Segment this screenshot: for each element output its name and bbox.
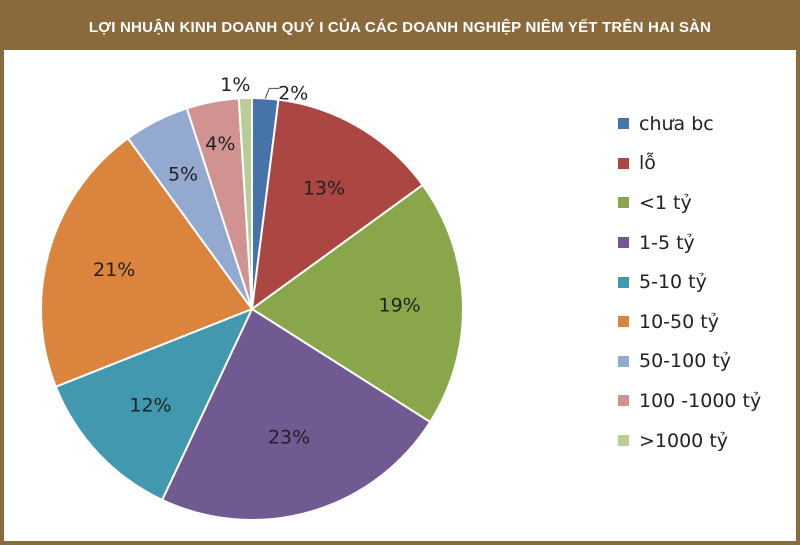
slice-percent-label: 5% (168, 164, 198, 186)
legend-swatch (618, 157, 629, 169)
pie-slice (40, 136, 254, 388)
pie-slice (54, 307, 254, 502)
pie-slice (250, 98, 425, 312)
title-bar: LỢI NHUẬN KINH DOANH QUÝ I CỦA CÁC DOANH… (4, 4, 796, 50)
legend-item: 10-50 tỷ (618, 302, 788, 342)
legend-swatch (618, 395, 629, 407)
legend-label: >1000 tỷ (639, 429, 729, 452)
legend-label: 100 -1000 tỷ (639, 389, 762, 412)
slice-percent-label: 19% (379, 294, 421, 316)
pie-slice (237, 96, 253, 310)
legend-swatch (618, 237, 629, 249)
slice-percent-label: 23% (268, 427, 310, 449)
slice-percent-label: 12% (129, 394, 171, 416)
legend-item: <1 tỷ (618, 183, 788, 223)
slice-percent-label: 4% (205, 133, 235, 155)
chart-title: LỢI NHUẬN KINH DOANH QUÝ I CỦA CÁC DOANH… (88, 18, 712, 36)
legend-item: >1000 tỷ (618, 421, 788, 461)
legend-swatch (618, 355, 629, 367)
legend-swatch (618, 435, 629, 447)
legend-item: 100 -1000 tỷ (618, 381, 788, 421)
legend-label: 5-10 tỷ (639, 271, 707, 294)
legend-item: 5-10 tỷ (618, 262, 788, 302)
slice-percent-label: 21% (93, 259, 135, 281)
legend-item: lỗ (618, 144, 788, 184)
legend-label: 10-50 tỷ (639, 310, 719, 333)
legend-label: chưa bc (639, 112, 714, 135)
legend-swatch (618, 118, 629, 130)
legend: chưa bc lỗ <1 tỷ 1-5 tỷ 5-10 tỷ 10-50 tỷ 50-10… (618, 104, 788, 460)
leader-line (264, 87, 280, 99)
legend-item: chưa bc (618, 104, 788, 144)
pie-slice (250, 183, 464, 424)
slice-percent-label: 1% (220, 74, 250, 96)
legend-item: 50-100 tỷ (618, 342, 788, 382)
legend-label: <1 tỷ (639, 191, 692, 214)
legend-swatch (618, 316, 629, 328)
legend-label: 50-100 tỷ (639, 350, 732, 373)
legend-swatch (618, 276, 629, 288)
legend-item: 1-5 tỷ (618, 223, 788, 263)
legend-label: 1-5 tỷ (639, 231, 695, 254)
pie-slice (160, 307, 432, 521)
slice-percent-label: 13% (303, 177, 345, 199)
slice-percent-label: 2% (278, 82, 308, 104)
legend-swatch (618, 197, 629, 209)
legend-label: lỗ (639, 152, 656, 175)
